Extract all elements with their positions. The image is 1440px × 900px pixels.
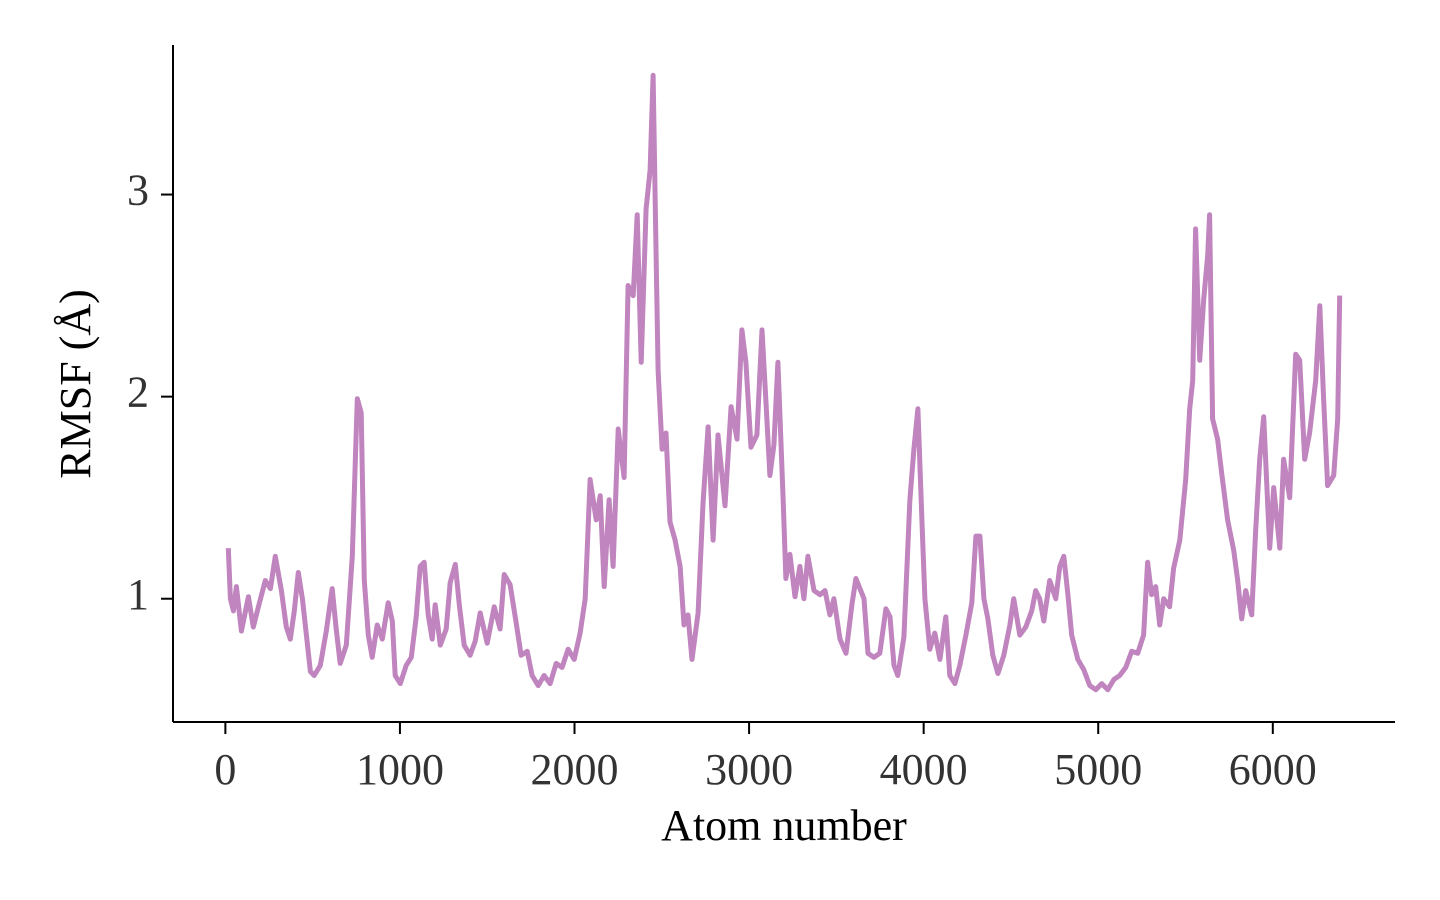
- y-tick-label: 1: [127, 570, 149, 619]
- x-tick-label: 1000: [356, 745, 444, 794]
- x-tick-label: 0: [214, 745, 236, 794]
- x-tick-label: 2000: [531, 745, 619, 794]
- y-tick-label: 2: [127, 368, 149, 417]
- x-tick-label: 5000: [1054, 745, 1142, 794]
- x-tick-label: 3000: [705, 745, 793, 794]
- y-tick-label: 3: [127, 166, 149, 215]
- x-axis-label: Atom number: [661, 801, 907, 850]
- x-tick-label: 4000: [880, 745, 968, 794]
- y-axis-label: RMSF (Å): [51, 289, 100, 479]
- data-line: [225, 72, 1343, 693]
- x-tick-label: 6000: [1229, 745, 1317, 794]
